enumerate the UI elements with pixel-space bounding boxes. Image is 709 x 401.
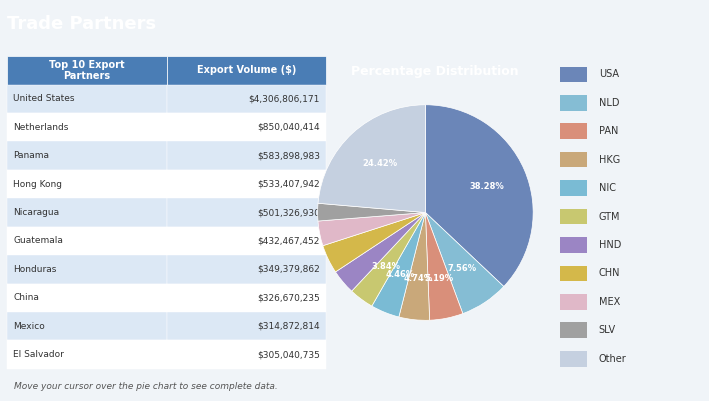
FancyBboxPatch shape xyxy=(7,198,167,227)
Text: $583,898,983: $583,898,983 xyxy=(257,151,320,160)
Text: Honduras: Honduras xyxy=(13,265,57,274)
Text: Other: Other xyxy=(599,354,627,364)
Text: 4.46%: 4.46% xyxy=(386,270,415,279)
Text: Percentage Distribution: Percentage Distribution xyxy=(351,65,518,78)
Text: 38.28%: 38.28% xyxy=(469,182,504,190)
Wedge shape xyxy=(335,213,425,291)
Text: Guatemala: Guatemala xyxy=(13,237,63,245)
Text: Trade Partners: Trade Partners xyxy=(7,15,156,33)
Text: $305,040,735: $305,040,735 xyxy=(257,350,320,359)
FancyBboxPatch shape xyxy=(560,265,587,281)
FancyBboxPatch shape xyxy=(167,255,326,284)
Text: $4,306,806,171: $4,306,806,171 xyxy=(248,94,320,103)
Text: 24.42%: 24.42% xyxy=(363,159,398,168)
FancyBboxPatch shape xyxy=(167,142,326,170)
FancyBboxPatch shape xyxy=(167,198,326,227)
Text: Top 10 Export
Partners: Top 10 Export Partners xyxy=(49,60,125,81)
FancyBboxPatch shape xyxy=(560,322,587,338)
Text: NLD: NLD xyxy=(599,98,620,108)
FancyBboxPatch shape xyxy=(7,227,167,255)
Text: Nicaragua: Nicaragua xyxy=(13,208,60,217)
Wedge shape xyxy=(425,213,504,314)
FancyBboxPatch shape xyxy=(167,170,326,198)
Wedge shape xyxy=(318,203,425,221)
FancyBboxPatch shape xyxy=(560,180,587,196)
Text: Panama: Panama xyxy=(13,151,50,160)
FancyBboxPatch shape xyxy=(560,294,587,310)
FancyBboxPatch shape xyxy=(7,340,167,369)
Text: USA: USA xyxy=(599,69,619,79)
Text: NIC: NIC xyxy=(599,183,616,193)
Text: SLV: SLV xyxy=(599,325,616,335)
FancyBboxPatch shape xyxy=(560,124,587,139)
FancyBboxPatch shape xyxy=(7,56,167,85)
Text: $314,872,814: $314,872,814 xyxy=(257,322,320,331)
FancyBboxPatch shape xyxy=(167,312,326,340)
Text: Mexico: Mexico xyxy=(13,322,45,331)
FancyBboxPatch shape xyxy=(560,237,587,253)
FancyBboxPatch shape xyxy=(7,284,167,312)
Text: United States: United States xyxy=(13,94,75,103)
Text: Export Volume ($): Export Volume ($) xyxy=(196,65,296,75)
Text: MEX: MEX xyxy=(599,297,620,307)
FancyBboxPatch shape xyxy=(7,255,167,284)
Wedge shape xyxy=(318,213,425,246)
FancyBboxPatch shape xyxy=(560,95,587,111)
Text: $326,670,235: $326,670,235 xyxy=(257,294,320,302)
FancyBboxPatch shape xyxy=(167,227,326,255)
FancyBboxPatch shape xyxy=(7,113,167,142)
FancyBboxPatch shape xyxy=(167,340,326,369)
Text: CHN: CHN xyxy=(599,268,620,278)
Text: HND: HND xyxy=(599,240,621,250)
Text: 5.19%: 5.19% xyxy=(424,273,453,283)
FancyBboxPatch shape xyxy=(560,67,587,82)
Text: China: China xyxy=(13,294,39,302)
FancyBboxPatch shape xyxy=(560,152,587,168)
FancyBboxPatch shape xyxy=(560,351,587,367)
Text: Netherlands: Netherlands xyxy=(13,123,69,132)
Text: El Salvador: El Salvador xyxy=(13,350,65,359)
Wedge shape xyxy=(399,213,430,320)
Text: Move your cursor over the pie chart to see complete data.: Move your cursor over the pie chart to s… xyxy=(14,383,278,391)
FancyBboxPatch shape xyxy=(167,85,326,113)
FancyBboxPatch shape xyxy=(560,209,587,225)
FancyBboxPatch shape xyxy=(7,312,167,340)
Text: 4.74%: 4.74% xyxy=(404,274,433,284)
Text: GTM: GTM xyxy=(599,212,620,221)
Text: Hong Kong: Hong Kong xyxy=(13,180,62,188)
Text: $501,326,930: $501,326,930 xyxy=(257,208,320,217)
Text: 7.56%: 7.56% xyxy=(447,264,477,273)
FancyBboxPatch shape xyxy=(7,85,167,113)
FancyBboxPatch shape xyxy=(167,113,326,142)
FancyBboxPatch shape xyxy=(167,56,326,85)
Wedge shape xyxy=(323,213,425,272)
Text: HKG: HKG xyxy=(599,155,620,165)
Wedge shape xyxy=(352,213,425,306)
FancyBboxPatch shape xyxy=(7,142,167,170)
Wedge shape xyxy=(318,105,425,213)
Wedge shape xyxy=(425,105,533,286)
Wedge shape xyxy=(372,213,425,317)
FancyBboxPatch shape xyxy=(167,284,326,312)
Text: $349,379,862: $349,379,862 xyxy=(257,265,320,274)
Text: PAN: PAN xyxy=(599,126,618,136)
Wedge shape xyxy=(425,213,463,320)
Text: 3.84%: 3.84% xyxy=(372,262,400,271)
Text: $850,040,414: $850,040,414 xyxy=(257,123,320,132)
Text: $432,467,452: $432,467,452 xyxy=(257,237,320,245)
FancyBboxPatch shape xyxy=(7,170,167,198)
Text: $533,407,942: $533,407,942 xyxy=(257,180,320,188)
